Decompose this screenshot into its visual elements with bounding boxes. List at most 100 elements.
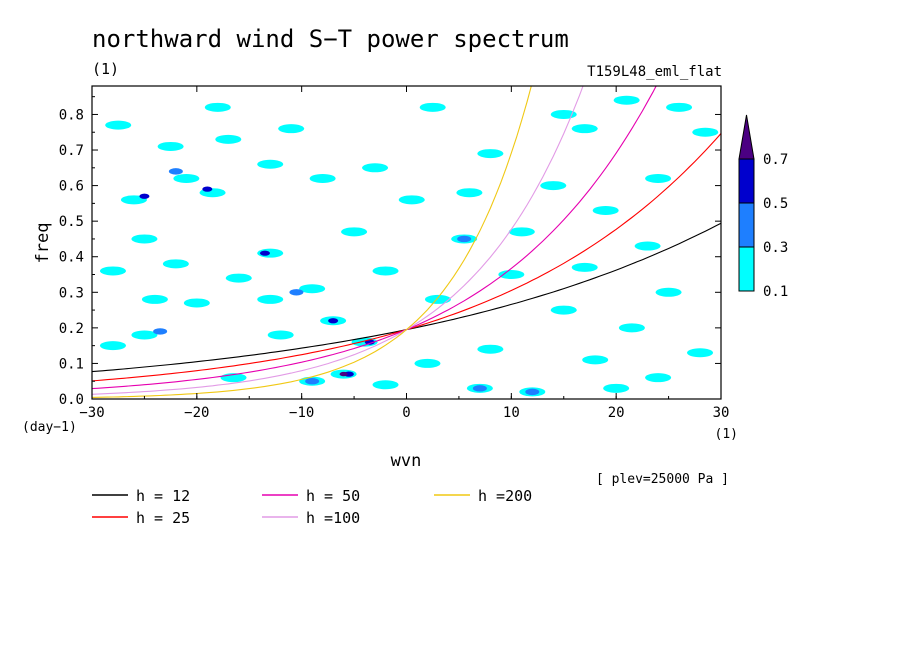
contour-patch <box>692 127 719 137</box>
x-axis-label: wvn <box>391 451 422 471</box>
contour-patch <box>339 371 348 377</box>
contour-patch <box>525 388 540 396</box>
x-tick-label: 30 <box>713 405 730 421</box>
colorbar-segment <box>738 158 755 204</box>
contour-patch <box>341 227 368 237</box>
legend-label: h = 50 <box>306 487 360 505</box>
dispersion-curve-4 <box>92 86 532 398</box>
contour-patch <box>550 305 577 315</box>
contour-patch <box>183 298 210 308</box>
contour-patch <box>477 344 504 354</box>
contour-patch <box>414 358 441 368</box>
x-tick-label: −30 <box>79 405 104 421</box>
y-tick-label: 0.4 <box>59 250 84 266</box>
contour-patch <box>550 109 577 119</box>
contour-patch <box>419 102 446 112</box>
contour-patch <box>456 188 483 198</box>
run-label: T159L48_eml_flat <box>587 64 722 80</box>
contour-patch <box>99 266 126 276</box>
contour-patch <box>498 270 525 280</box>
x-tick-label: −20 <box>184 405 209 421</box>
contour-patch <box>267 330 294 340</box>
contour-patch <box>299 284 326 294</box>
contour-patch <box>372 380 399 390</box>
contour-patch <box>173 173 200 183</box>
legend-label: h =100 <box>306 509 360 527</box>
y-tick-label: 0.2 <box>59 321 84 337</box>
x-unit-label: (1) <box>715 427 738 442</box>
contour-patch <box>372 266 399 276</box>
contour-patch <box>424 294 451 304</box>
legend-label: h = 25 <box>136 509 190 527</box>
contour-patch <box>168 168 183 175</box>
contour-patch <box>618 323 645 333</box>
contour-patch <box>215 134 242 144</box>
contour-patch <box>472 385 487 392</box>
contour-patch <box>328 318 339 324</box>
contour-patch <box>666 102 693 112</box>
colorbar-label: 0.3 <box>763 240 788 256</box>
contour-patch <box>141 294 168 304</box>
contour-patch <box>225 273 252 283</box>
contour-patch <box>645 373 672 383</box>
contour-patch <box>603 383 630 393</box>
contour-patch <box>571 262 598 272</box>
legend: h = 12 h = 25 h = 50 h =100 h =200 <box>92 487 532 527</box>
colorbar-label: 0.7 <box>763 152 788 168</box>
chart-subtitle: (1) <box>92 60 119 78</box>
y-tick-label: 0.7 <box>59 143 84 159</box>
contour-patch <box>139 193 150 199</box>
contour-patch <box>645 173 672 183</box>
legend-label: h =200 <box>478 487 532 505</box>
contour-patch <box>157 141 184 151</box>
dispersion-curves <box>92 86 721 398</box>
contour-patch <box>289 289 304 296</box>
contour-patch <box>613 95 640 105</box>
colorbar: 0.1 0.3 0.5 0.7 <box>738 114 788 300</box>
contour-patch <box>655 287 682 297</box>
contour-patch <box>477 149 504 159</box>
x-tick-label: 20 <box>608 405 625 421</box>
contour-patch <box>131 330 158 340</box>
contour-patch <box>582 355 609 365</box>
contour-patch <box>362 163 389 173</box>
y-tick-label: 0.5 <box>59 214 84 230</box>
contour-patch <box>540 181 567 191</box>
contour-patch <box>309 173 336 183</box>
contour-patch <box>457 235 472 243</box>
y-axis: 0.0 0.1 0.2 0.3 0.4 0.5 0.6 0.7 0.8 <box>59 96 721 408</box>
chart-title: northward wind S−T power spectrum <box>92 25 569 53</box>
contour-patch <box>257 294 284 304</box>
contour-patch <box>162 259 189 269</box>
x-axis: −30 −20 −10 0 10 20 30 <box>79 86 729 421</box>
contour-patch <box>202 186 213 192</box>
y-tick-label: 0.3 <box>59 285 84 301</box>
contour-patch <box>105 120 132 130</box>
contour-patch <box>131 234 158 244</box>
colorbar-segment <box>738 202 755 248</box>
colorbar-label: 0.1 <box>763 284 788 300</box>
dispersion-curve-2 <box>92 86 657 390</box>
dispersion-curve-3 <box>92 86 584 395</box>
contour-patch <box>278 124 305 134</box>
x-tick-label: 0 <box>402 405 410 421</box>
x-tick-label: 10 <box>503 405 520 421</box>
x-tick-label: −10 <box>289 405 314 421</box>
y-unit-label: (day−1) <box>22 420 77 435</box>
contour-patch <box>99 341 126 351</box>
contour-patch <box>634 241 661 251</box>
contour-patch <box>257 159 284 169</box>
colorbar-extend-triangle <box>738 114 755 160</box>
y-axis-label: freq <box>33 223 53 264</box>
colorbar-label: 0.5 <box>763 196 788 212</box>
y-tick-label: 0.8 <box>59 107 84 123</box>
legend-label: h = 12 <box>136 487 190 505</box>
contour-patch <box>571 124 598 134</box>
contour-patch <box>398 195 425 205</box>
contour-patch <box>204 102 231 112</box>
y-tick-label: 0.1 <box>59 356 84 372</box>
y-tick-label: 0.0 <box>59 392 84 408</box>
y-tick-label: 0.6 <box>59 179 84 195</box>
